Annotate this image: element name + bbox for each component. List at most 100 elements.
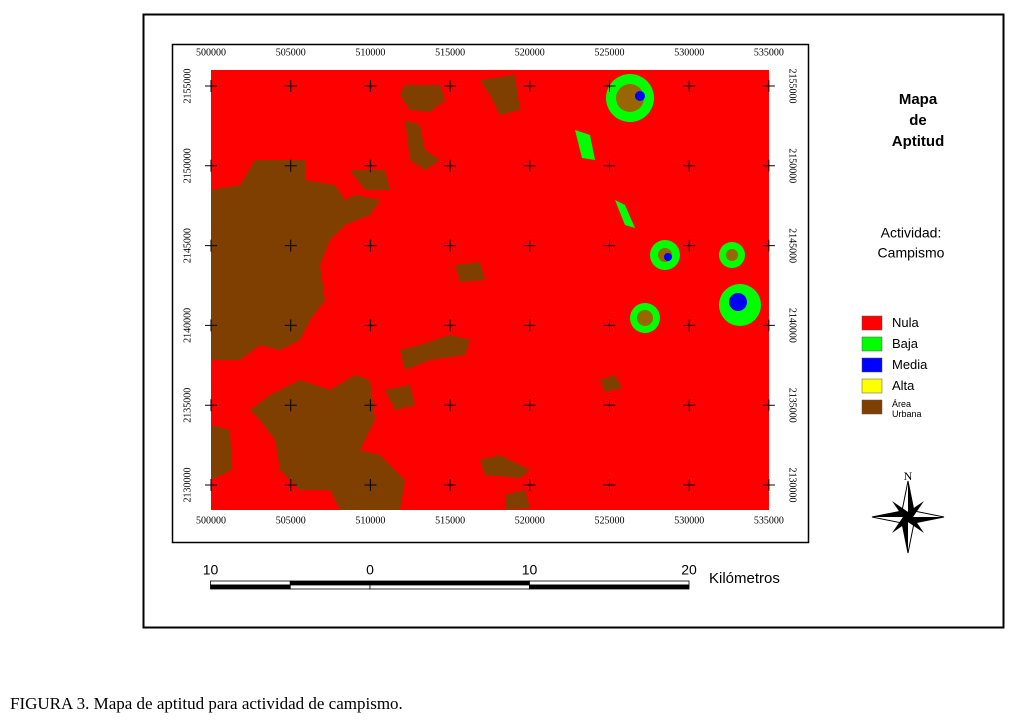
x-tick-label: 505000 bbox=[276, 515, 306, 526]
x-tick-label: 500000 bbox=[196, 515, 226, 526]
grid-cross bbox=[364, 319, 377, 332]
grid-cross bbox=[205, 239, 217, 252]
x-tick-label: 520000 bbox=[515, 515, 545, 526]
urban-area bbox=[480, 455, 530, 478]
x-tick-label: 525000 bbox=[595, 515, 625, 526]
scale-segment bbox=[369, 584, 530, 590]
title-line: de bbox=[909, 112, 927, 129]
legend-label: Baja bbox=[892, 336, 919, 351]
scale-segment bbox=[210, 584, 291, 590]
grid-cross bbox=[603, 399, 616, 412]
grid-cross bbox=[762, 239, 775, 252]
baja-zone bbox=[615, 200, 635, 228]
legend-swatch bbox=[861, 336, 883, 352]
y-tick-label: 2135000 bbox=[787, 388, 798, 423]
legend-label: Nula bbox=[892, 315, 919, 330]
grid-cross bbox=[284, 399, 297, 412]
media-zone bbox=[729, 293, 747, 311]
grid-cross bbox=[762, 80, 775, 92]
scale-label: 20 bbox=[681, 562, 697, 578]
grid-cross bbox=[444, 319, 457, 332]
y-tick-label: 2150000 bbox=[787, 148, 798, 183]
grid-cross bbox=[683, 159, 696, 172]
grid-cross bbox=[205, 479, 217, 491]
urban-area bbox=[350, 170, 390, 190]
urban-area bbox=[211, 425, 232, 480]
grid-cross bbox=[762, 319, 775, 332]
y-tick-label: 2140000 bbox=[787, 308, 798, 343]
y-tick-label: 2155000 bbox=[182, 69, 193, 104]
grid-cross bbox=[523, 399, 536, 412]
media-zone bbox=[635, 91, 645, 101]
grid-cross bbox=[523, 239, 536, 252]
grid-cross bbox=[762, 479, 775, 491]
grid-cross bbox=[603, 479, 616, 491]
y-tick-label: 2155000 bbox=[787, 69, 798, 104]
grid-cross bbox=[444, 239, 457, 252]
x-tick-label: 520000 bbox=[515, 47, 545, 58]
urban-area bbox=[400, 85, 445, 112]
grid-cross bbox=[444, 80, 457, 92]
urban-area bbox=[455, 262, 485, 282]
scale-label: 10 bbox=[522, 562, 538, 578]
nula-core bbox=[637, 310, 653, 326]
grid-cross bbox=[683, 479, 696, 491]
grid-cross bbox=[444, 159, 457, 172]
x-tick-label: 515000 bbox=[435, 47, 465, 58]
scale-segment bbox=[529, 580, 690, 586]
legend-label: Área Urbana bbox=[892, 399, 922, 419]
grid-cross bbox=[205, 399, 217, 412]
grid-cross bbox=[762, 399, 775, 412]
nula-core bbox=[616, 84, 644, 112]
urban-area bbox=[211, 160, 380, 360]
grid-cross bbox=[284, 159, 297, 172]
nula-core bbox=[726, 249, 738, 261]
y-tick-label: 2150000 bbox=[182, 148, 193, 183]
caption: FIGURA 3. Mapa de aptitud para actividad… bbox=[10, 694, 403, 713]
y-tick-label: 2130000 bbox=[787, 468, 798, 503]
activity-line: Campismo bbox=[878, 245, 945, 261]
grid-cross bbox=[364, 479, 377, 491]
grid-cross bbox=[523, 479, 536, 491]
grid-cross bbox=[683, 319, 696, 332]
x-tick-label: 510000 bbox=[355, 515, 385, 526]
grid-cross bbox=[205, 80, 217, 92]
map-area bbox=[211, 70, 769, 510]
grid-cross bbox=[603, 239, 616, 252]
grid-cross bbox=[364, 239, 377, 252]
legend-swatch bbox=[861, 315, 883, 331]
x-tick-label: 510000 bbox=[355, 47, 385, 58]
y-tick-label: 2135000 bbox=[182, 388, 193, 423]
scale-label: 10 bbox=[203, 562, 219, 578]
title-line: Aptitud bbox=[892, 133, 944, 150]
compass-rose bbox=[871, 480, 945, 554]
scale-segment bbox=[529, 584, 690, 590]
y-tick-label: 2145000 bbox=[182, 228, 193, 263]
grid-cross bbox=[284, 239, 297, 252]
grid-cross bbox=[284, 80, 297, 92]
grid-cross bbox=[683, 80, 696, 92]
urban-area bbox=[505, 490, 530, 510]
legend-label: Media bbox=[892, 357, 928, 372]
grid-cross bbox=[603, 319, 616, 332]
grid-cross bbox=[603, 159, 616, 172]
grid-cross bbox=[603, 80, 616, 92]
baja-zone bbox=[575, 130, 595, 160]
grid-cross bbox=[364, 80, 377, 92]
grid-cross bbox=[364, 159, 377, 172]
legend-label: Alta bbox=[892, 378, 915, 393]
scale-segment bbox=[289, 584, 371, 590]
scale-segment bbox=[289, 580, 371, 586]
legend-swatch bbox=[861, 357, 883, 373]
grid-cross bbox=[762, 159, 775, 172]
x-tick-label: 535000 bbox=[754, 515, 784, 526]
x-tick-label: 530000 bbox=[674, 515, 704, 526]
urban-area bbox=[600, 375, 622, 392]
x-tick-label: 535000 bbox=[754, 47, 784, 58]
urban-area bbox=[385, 385, 415, 410]
grid-cross bbox=[284, 319, 297, 332]
outer-frame bbox=[142, 13, 1005, 629]
urban-area bbox=[480, 75, 520, 115]
grid-cross bbox=[284, 479, 297, 491]
